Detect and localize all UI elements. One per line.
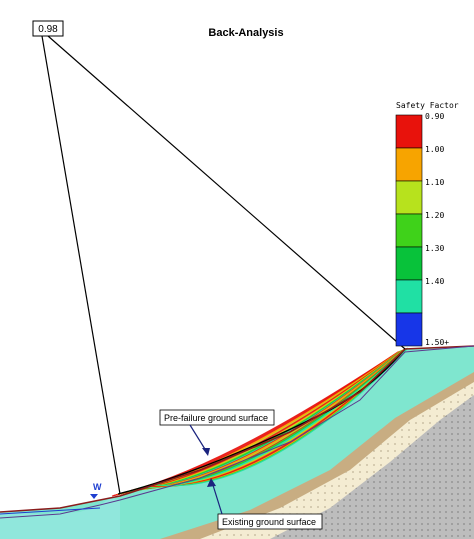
water-level-marker-icon [90,494,98,499]
legend-tick-label: 1.40 [425,277,444,286]
legend-bands: 0.90 1.00 1.10 1.20 1.30 1.40 1.50+ [395,112,449,347]
existing-ground-line [0,345,474,519]
callout-existing-text: Existing ground surface [222,517,316,527]
legend-band-2 [395,180,423,215]
diagram-title: Back-Analysis [208,27,283,39]
legend-tick-label: 1.00 [425,145,444,154]
legend-band-6 [395,312,423,347]
legend-band-5 [395,279,423,314]
legend-tick-label: 1.10 [425,178,444,187]
rotation-center-lines [41,35,406,495]
legend-title: Safety Factor [396,101,459,110]
legend-band-0 [395,114,423,149]
legend-band-3 [395,213,423,248]
slope-materials [0,346,474,539]
legend-tick-label: 1.20 [425,211,444,220]
min-fs-box [32,20,64,37]
legend-tick-label: 1.50+ [425,338,449,347]
water-table-line [0,507,101,515]
safety-factor-legend: Safety Factor 0.90 1.00 1.10 1.20 1.30 1.40 1.… [395,101,459,347]
bedrock-layer [270,395,474,539]
callout-existing: Existing ground surface [207,478,323,530]
legend-band-4 [395,246,423,281]
min-fs-value: 0.98 [38,24,58,35]
arrow-icon [207,478,216,487]
callout-pre-failure-text: Pre-failure ground surface [164,413,268,423]
critical-slip-surface [117,348,406,495]
toe-water-area [0,498,120,539]
legend-tick-label: 0.90 [425,112,444,121]
legend-tick-label: 1.30 [425,244,444,253]
arrow-icon [202,448,210,456]
legend-band-1 [395,147,423,182]
water-label: W [93,482,102,492]
callout-pre-failure: Pre-failure ground surface [159,409,275,456]
pre-failure-ground-line [0,345,474,513]
